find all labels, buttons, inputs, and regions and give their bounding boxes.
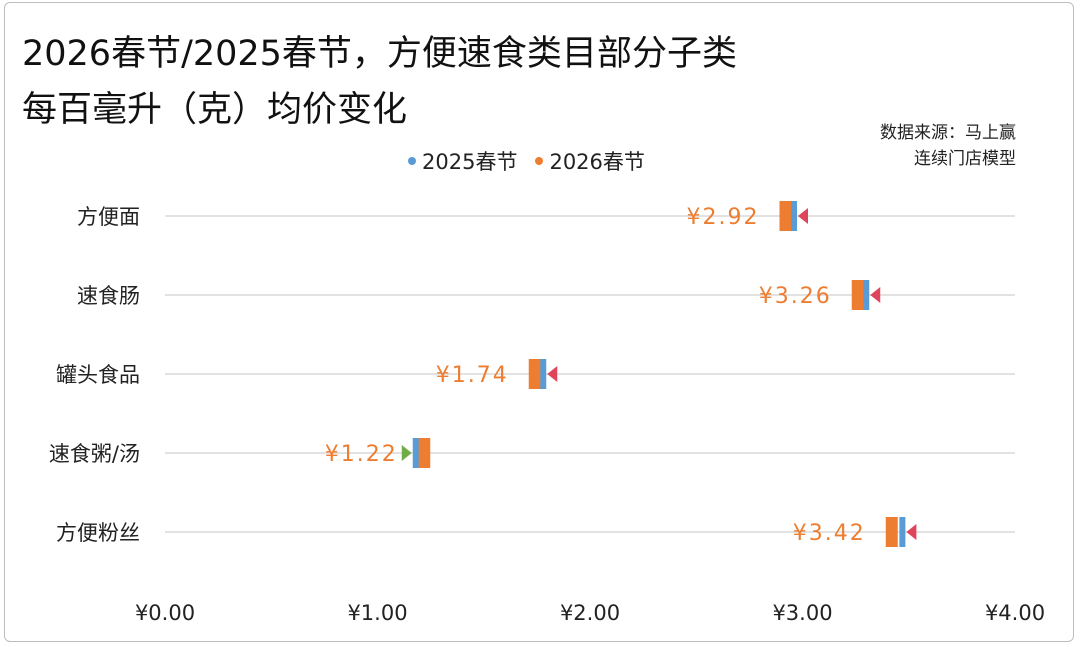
data-label: ¥3.42	[793, 521, 866, 546]
category-label: 速食肠	[77, 284, 140, 308]
change-arrow	[401, 445, 412, 461]
category-label: 方便面	[77, 205, 140, 229]
marker-2026	[851, 280, 864, 310]
x-tick-label: ¥2.00	[560, 601, 620, 625]
data-label: ¥1.22	[325, 442, 398, 467]
marker-2026	[528, 359, 541, 389]
legend-label-2026: 2026春节	[549, 150, 645, 174]
data-label: ¥3.26	[759, 284, 832, 309]
marker-2025	[899, 517, 906, 547]
change-arrow	[798, 208, 808, 224]
category-label: 罐头食品	[56, 363, 140, 387]
marker-2025	[791, 201, 797, 231]
data-source-line-2: 连续门店模型	[914, 149, 1016, 169]
x-tick-label: ¥1.00	[347, 601, 407, 625]
data-label: ¥1.74	[436, 363, 509, 388]
marker-2025	[412, 438, 419, 468]
chart-title-line-1: 2026春节/2025春节，方便速食类目部分子类	[22, 34, 737, 74]
x-tick-label: ¥0.00	[135, 601, 195, 625]
legend-item-2025: 2025春节	[408, 146, 517, 176]
marker-2026	[418, 438, 431, 468]
legend-marker-2026	[535, 157, 544, 165]
change-arrow	[906, 524, 917, 540]
chart-legend: 2025春节 2026春节	[408, 146, 645, 176]
x-tick-label: ¥4.00	[985, 601, 1045, 625]
category-label: 速食粥/汤	[49, 442, 140, 466]
marker-2025	[863, 280, 870, 310]
data-source-note: 数据来源：马上赢 连续门店模型	[880, 120, 1016, 172]
legend-label-2025: 2025春节	[422, 150, 518, 174]
data-label: ¥2.92	[687, 205, 760, 230]
category-label: 方便粉丝	[56, 521, 140, 545]
marker-2025	[540, 359, 547, 389]
marker-2026	[779, 201, 792, 231]
change-arrow	[547, 366, 558, 382]
chart-title: 2026春节/2025春节，方便速食类目部分子类 每百毫升（克）均价变化	[22, 26, 882, 138]
legend-item-2026: 2026春节	[535, 146, 645, 176]
change-arrow	[870, 287, 881, 303]
chart-title-line-2: 每百毫升（克）均价变化	[22, 90, 408, 130]
x-tick-label: ¥3.00	[772, 601, 832, 625]
legend-marker-2025	[408, 157, 416, 165]
data-source-line-1: 数据来源：马上赢	[880, 123, 1016, 143]
marker-2026	[885, 517, 898, 547]
